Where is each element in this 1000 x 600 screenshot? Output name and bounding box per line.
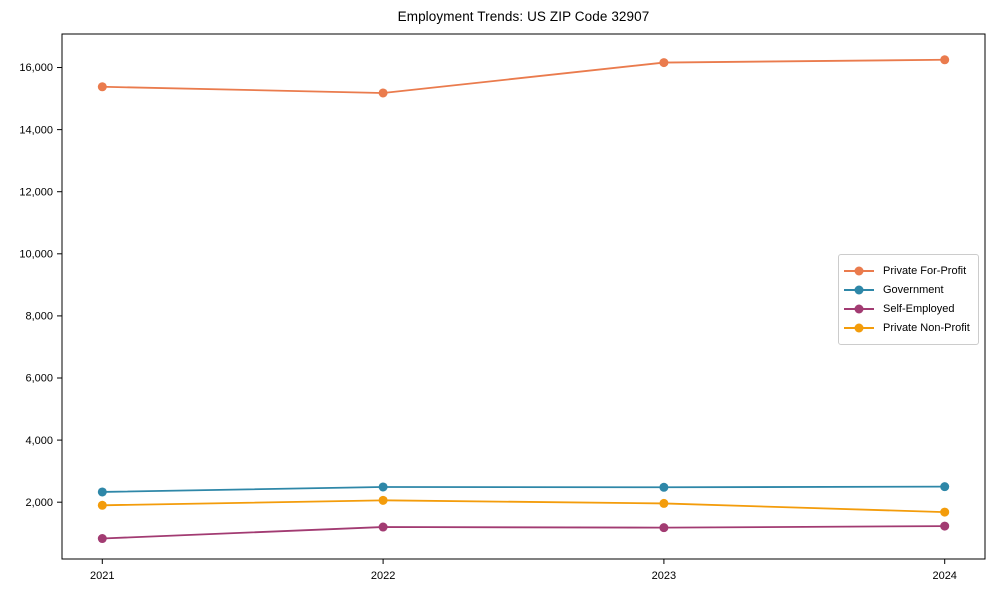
data-point-government-2022 — [378, 482, 388, 492]
data-point-private-for-profit-2024 — [940, 55, 950, 65]
legend-line-marker-icon — [844, 304, 874, 314]
x-tick-label: 2022 — [371, 570, 395, 582]
data-point-self-employed-2021 — [97, 534, 107, 544]
y-tick-label: 10,000 — [19, 249, 53, 261]
data-point-self-employed-2022 — [378, 522, 388, 532]
series-line-government — [102, 485, 945, 493]
y-axis: 2,000 4,000 6,000 8,000 10,000 12,000 14,000 16… — [19, 62, 62, 509]
legend: Private For-Profit Government Self-Emplo… — [838, 254, 979, 345]
y-tick-label: 14,000 — [19, 124, 53, 136]
legend-line-marker-icon — [844, 285, 874, 295]
legend-item-private-non-profit: Private Non-Profit — [844, 319, 970, 338]
x-tick-label: 2024 — [932, 570, 956, 582]
y-tick-label: 4,000 — [25, 435, 53, 447]
y-tick-label: 2,000 — [25, 497, 53, 509]
plot-border — [61, 33, 986, 560]
x-tick-label: 2023 — [652, 570, 676, 582]
series-self-employed — [97, 521, 950, 544]
legend-line-marker-icon — [844, 266, 874, 276]
data-point-private-non-profit-2022 — [378, 495, 388, 505]
data-point-private-non-profit-2023 — [659, 498, 669, 508]
y-tick-label: 12,000 — [19, 186, 53, 198]
data-point-government-2021 — [97, 487, 107, 497]
legend-label: Government — [883, 283, 944, 296]
data-point-private-for-profit-2021 — [97, 82, 107, 92]
series-line-private-for-profit — [102, 58, 945, 94]
legend-label: Private For-Profit — [883, 264, 967, 277]
y-tick-label: 8,000 — [25, 311, 53, 323]
data-point-private-non-profit-2024 — [940, 507, 950, 517]
legend-label: Self-Employed — [883, 303, 955, 316]
series-line-private-non-profit — [102, 499, 945, 514]
chart-title: Employment Trends: US ZIP Code 32907 — [397, 9, 650, 24]
series-private-non-profit — [97, 495, 950, 517]
data-point-private-non-profit-2021 — [97, 500, 107, 510]
data-point-private-for-profit-2022 — [378, 88, 388, 98]
x-axis: 2021 2022 2023 2024 — [90, 559, 957, 582]
data-point-private-for-profit-2023 — [659, 58, 669, 68]
data-point-self-employed-2024 — [940, 521, 950, 531]
data-point-self-employed-2023 — [659, 523, 669, 533]
y-tick-label: 16,000 — [19, 62, 53, 74]
legend-line-marker-icon — [844, 323, 874, 333]
legend-item-self-employed: Self-Employed — [844, 300, 970, 319]
legend-item-government: Government — [844, 280, 970, 299]
series-line-self-employed — [102, 525, 945, 540]
series-government — [97, 482, 950, 497]
series-private-for-profit — [97, 55, 950, 98]
data-point-government-2024 — [940, 482, 950, 492]
legend-label: Private Non-Profit — [883, 322, 970, 335]
data-point-government-2023 — [659, 482, 669, 492]
y-tick-label: 6,000 — [25, 373, 53, 385]
legend-item-private-for-profit: Private For-Profit — [844, 261, 970, 280]
x-tick-label: 2021 — [90, 570, 114, 582]
